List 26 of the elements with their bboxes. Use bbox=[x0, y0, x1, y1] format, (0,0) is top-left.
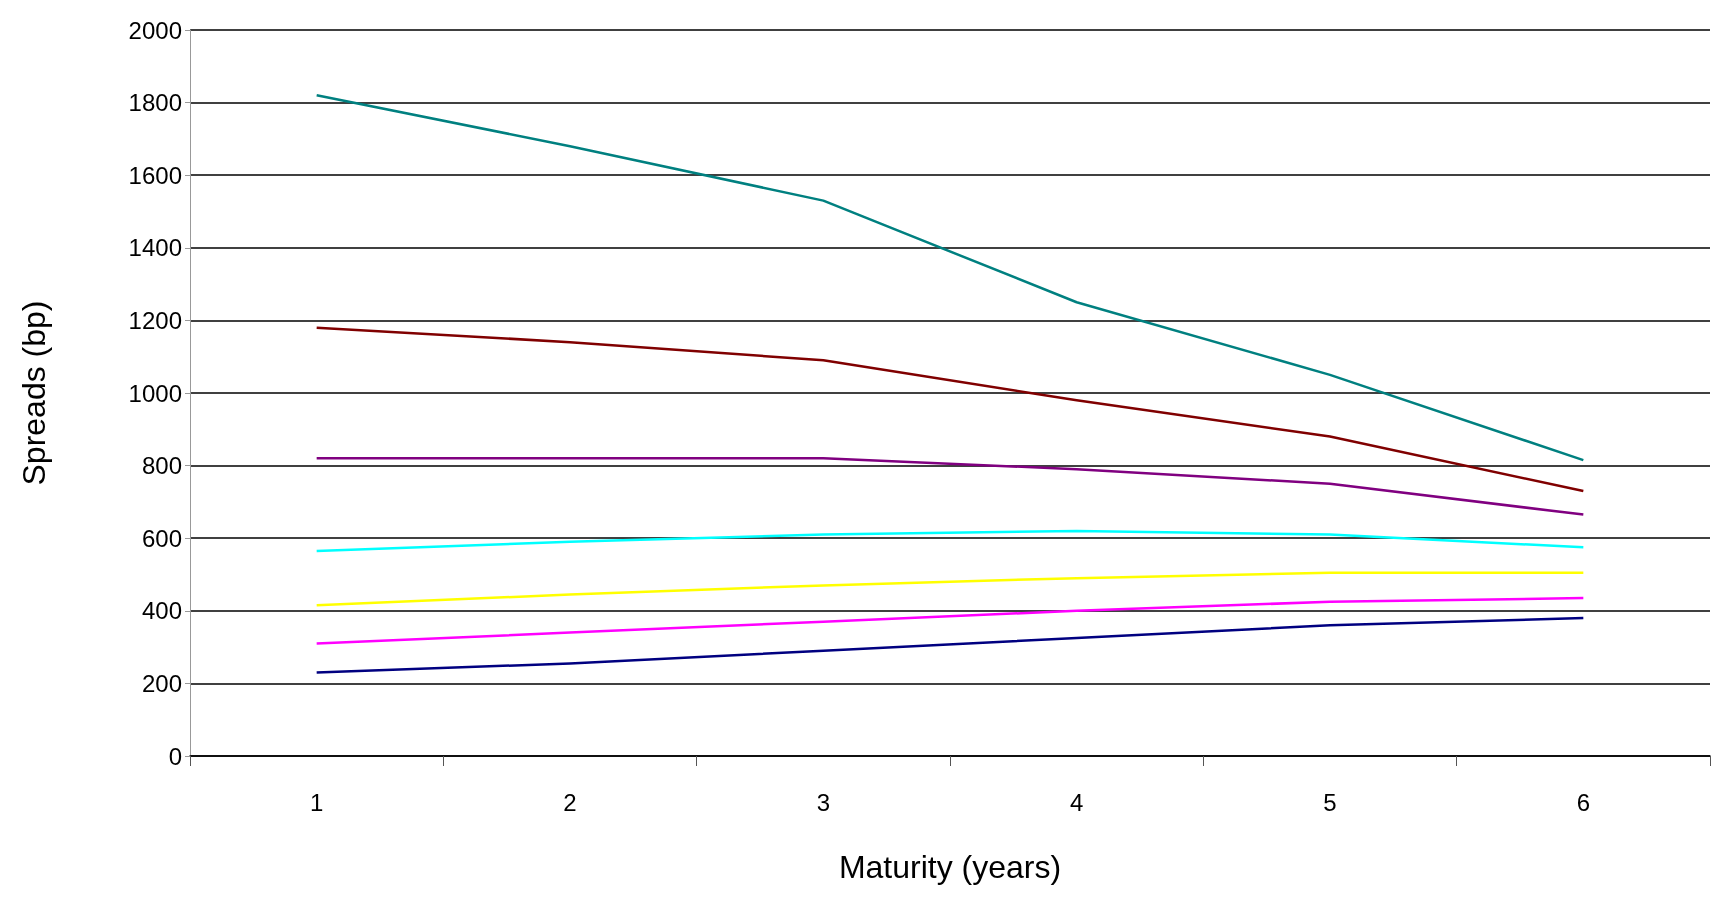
x-tick-label: 5 bbox=[1323, 788, 1337, 816]
y-tick-label: 1800 bbox=[128, 89, 182, 117]
x-tick-label: 6 bbox=[1576, 788, 1591, 816]
y-tick-label: 400 bbox=[141, 597, 182, 625]
y-tick-label: 2000 bbox=[128, 16, 182, 44]
y-axis-title: Spreads (bp) bbox=[16, 300, 52, 486]
line-series bbox=[315, 596, 1585, 645]
y-tick-label: 0 bbox=[168, 742, 182, 770]
x-tick-label: 4 bbox=[1069, 788, 1084, 816]
y-tick-label: 1600 bbox=[128, 161, 182, 189]
line-series bbox=[315, 616, 1585, 674]
x-axis-title: Maturity (years) bbox=[838, 849, 1062, 885]
x-tick-label: 3 bbox=[816, 788, 831, 816]
line-series bbox=[315, 457, 1585, 516]
y-tick-label: 200 bbox=[141, 669, 182, 697]
x-tick-label: 2 bbox=[563, 788, 577, 816]
line-series bbox=[315, 529, 1585, 553]
y-tick-label: 1200 bbox=[128, 306, 182, 334]
line-series bbox=[315, 571, 1585, 607]
line-series bbox=[315, 94, 1585, 462]
y-tick-label: 600 bbox=[141, 524, 182, 552]
line-series bbox=[315, 326, 1585, 493]
y-tick-label: 800 bbox=[141, 452, 182, 480]
y-tick-label: 1000 bbox=[128, 379, 182, 407]
x-tick-label: 1 bbox=[309, 788, 324, 816]
y-tick-label: 1400 bbox=[128, 234, 182, 262]
